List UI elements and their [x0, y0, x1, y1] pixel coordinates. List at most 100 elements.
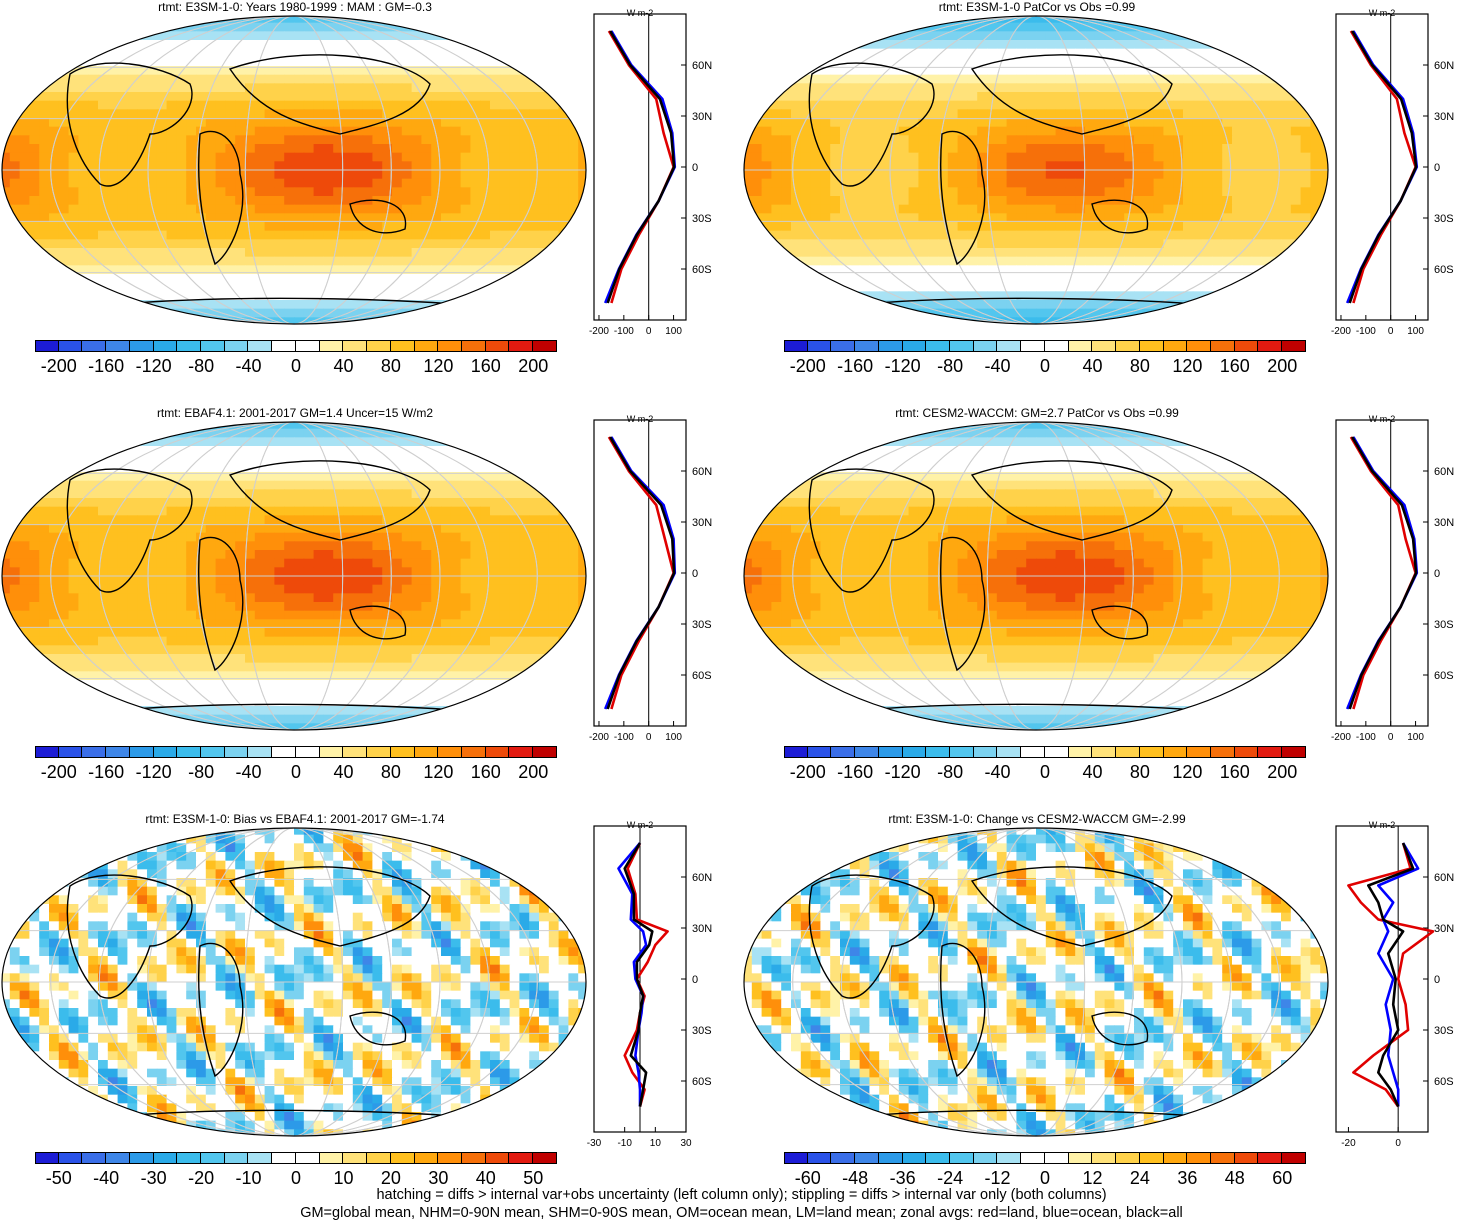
- map-cell: [68, 178, 79, 188]
- map-cell: [362, 480, 373, 490]
- map-cell: [509, 291, 520, 301]
- map-cell: [58, 170, 70, 180]
- map-cell: [987, 126, 998, 136]
- map-cell: [441, 152, 452, 162]
- map-cell: [29, 230, 40, 240]
- map-cell: [107, 300, 119, 310]
- map-cell: [19, 92, 30, 102]
- map-cell: [1016, 92, 1027, 102]
- map-cell: [245, 100, 256, 110]
- map-cell: [879, 126, 890, 136]
- map-cell: [284, 480, 295, 490]
- map-cell: [313, 66, 324, 76]
- map-cell: [401, 230, 413, 240]
- map-cell: [264, 222, 275, 232]
- map-cell: [333, 74, 344, 84]
- map-cell: [98, 31, 109, 41]
- map-cell: [1212, 126, 1223, 136]
- map-cell: [800, 57, 812, 67]
- map-cell: [849, 100, 861, 110]
- map-cell: [98, 144, 109, 154]
- map-cell: [137, 74, 148, 84]
- map-cell: [421, 317, 432, 324]
- map-cell: [186, 118, 197, 128]
- map-cell: [509, 57, 520, 67]
- map-cell: [1085, 291, 1096, 301]
- map-cell: [1232, 317, 1243, 324]
- map-cell: [1124, 16, 1135, 24]
- map-cell: [460, 152, 471, 162]
- map-cell: [382, 57, 393, 67]
- colorbar-labels: -200 -160 -120 -80 -40 0 40 80 120 160 200: [784, 356, 1306, 376]
- map-cell: [761, 222, 772, 232]
- map-cell: [810, 16, 821, 24]
- map-cell: [1222, 100, 1233, 110]
- map-cell: [480, 204, 491, 214]
- map-cell: [869, 118, 880, 128]
- map-cell: [450, 437, 462, 447]
- map-plot: [1, 421, 587, 731]
- map-cell: [744, 178, 753, 188]
- map-cell: [490, 248, 501, 258]
- map-cell: [859, 178, 870, 188]
- map-cell: [303, 274, 315, 284]
- map-cell: [421, 204, 432, 214]
- map-cell: [186, 256, 197, 266]
- map-cell: [401, 282, 413, 292]
- map-cell: [1065, 317, 1076, 324]
- map-cell: [987, 109, 998, 119]
- map-cell: [810, 178, 821, 188]
- map-cell: [215, 239, 226, 249]
- map-cell: [1124, 256, 1135, 266]
- map-cell: [107, 83, 119, 93]
- map-cell: [2, 57, 11, 67]
- map-cell: [313, 213, 324, 223]
- map-cell: [9, 48, 21, 58]
- map-cell: [49, 152, 60, 162]
- map-cell: [1261, 178, 1272, 188]
- map-cell: [1261, 161, 1272, 171]
- map-cell: [362, 118, 373, 128]
- map-cell: [313, 83, 324, 93]
- map-cell: [68, 291, 79, 301]
- map-cell: [431, 480, 442, 490]
- colorbar-segment: [878, 340, 903, 352]
- map-cell: [499, 126, 511, 136]
- map-cell: [499, 16, 511, 24]
- map-cell: [68, 31, 79, 41]
- map-cell: [1143, 135, 1155, 145]
- map-cell: [509, 109, 520, 119]
- map-cell: [879, 274, 890, 284]
- map-cell: [245, 308, 256, 318]
- map-cell: [313, 170, 324, 180]
- map-cell: [908, 83, 919, 93]
- map-cell: [1036, 204, 1047, 214]
- map-cell: [568, 66, 579, 76]
- map-cell: [127, 74, 138, 84]
- map-cell: [771, 256, 782, 266]
- map-cell: [127, 16, 138, 24]
- map-cell: [1212, 230, 1223, 240]
- map-cell: [898, 239, 910, 249]
- map-cell: [548, 446, 560, 456]
- map-cell: [918, 222, 929, 232]
- map-cell: [869, 135, 880, 145]
- map-cell: [938, 109, 949, 119]
- map-cell: [1222, 16, 1233, 24]
- map-cell: [1173, 274, 1184, 284]
- map-cell: [411, 170, 422, 180]
- map-cell: [1124, 92, 1135, 102]
- map-cell: [294, 222, 305, 232]
- map-cell: [58, 308, 70, 318]
- map-cell: [558, 480, 569, 490]
- map-cell: [411, 57, 422, 67]
- map-cell: [431, 256, 442, 266]
- map-cell: [1075, 48, 1086, 58]
- map-cell: [849, 187, 861, 197]
- map-cell: [1183, 126, 1194, 136]
- map-cell: [294, 152, 305, 162]
- map-cell: [1310, 317, 1321, 324]
- map-cell: [800, 291, 812, 301]
- map-cell: [1261, 92, 1272, 102]
- map-cell: [245, 196, 256, 206]
